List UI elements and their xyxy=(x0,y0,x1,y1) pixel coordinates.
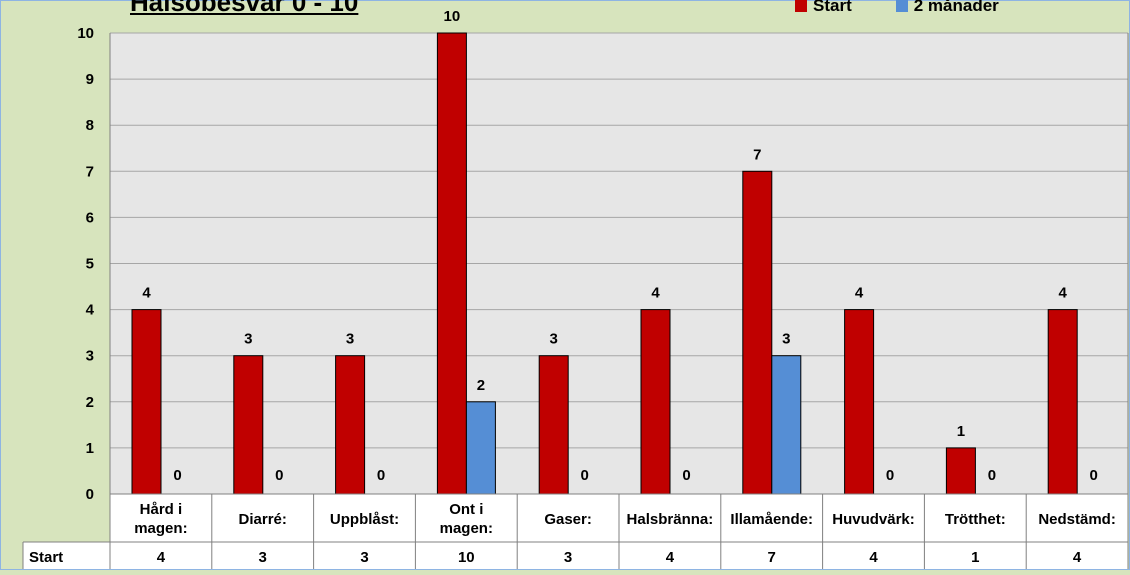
bar-start xyxy=(233,355,264,495)
data-label: 2 xyxy=(477,377,485,394)
legend: Start 2 månader xyxy=(795,0,999,16)
data-table-cell: 4 xyxy=(157,549,166,566)
legend-label-2-manader: 2 månader xyxy=(913,0,999,15)
y-tick-label: 7 xyxy=(86,163,94,180)
x-tick-label: Halsbränna: xyxy=(627,511,714,528)
bar-start xyxy=(538,355,569,495)
data-label: 7 xyxy=(753,146,761,163)
x-tick-label: Uppblåst: xyxy=(330,511,399,528)
data-label: 3 xyxy=(550,331,558,348)
x-tick-label: Nedstämd: xyxy=(1038,511,1116,528)
x-tick-label: Diarré: xyxy=(239,511,287,528)
data-label: 1 xyxy=(957,423,965,440)
data-label: 0 xyxy=(988,467,996,484)
x-tick-label: magen: xyxy=(134,520,187,537)
bar-2-manader xyxy=(465,401,496,495)
x-tick-label: Ont i xyxy=(449,501,483,518)
legend-item-start: Start xyxy=(795,0,852,16)
data-table-cell: 4 xyxy=(1073,549,1082,566)
data-label: 4 xyxy=(142,285,151,302)
data-table-cell: 3 xyxy=(259,549,267,566)
data-label: 0 xyxy=(173,467,181,484)
y-tick-label: 9 xyxy=(86,71,94,88)
x-tick-label: Hård i xyxy=(140,501,183,518)
chart-title: Hälsobesvär 0 - 10 xyxy=(130,0,359,17)
x-tick-label: magen: xyxy=(440,520,493,537)
bar-start xyxy=(335,355,366,495)
data-label: 0 xyxy=(275,467,283,484)
data-table-cell: 4 xyxy=(869,549,878,566)
data-table-cell: 10 xyxy=(458,549,475,566)
data-table-cell: 4 xyxy=(666,549,675,566)
data-label: 3 xyxy=(346,331,354,348)
data-label: 3 xyxy=(782,331,790,348)
y-tick-label: 0 xyxy=(86,486,94,503)
data-table-cell: 3 xyxy=(360,549,368,566)
legend-swatch-start xyxy=(795,0,807,12)
legend-swatch-2-manader xyxy=(895,0,908,12)
y-tick-label: 6 xyxy=(86,209,94,226)
data-label: 0 xyxy=(886,467,894,484)
y-tick-label: 10 xyxy=(77,25,94,42)
bar-start xyxy=(844,309,875,495)
y-tick-label: 1 xyxy=(86,440,94,457)
data-label: 0 xyxy=(377,467,385,484)
bar-start xyxy=(640,309,671,495)
y-tick-label: 5 xyxy=(86,256,94,273)
y-tick-label: 2 xyxy=(86,394,94,411)
bar-start xyxy=(742,170,773,495)
y-tick-label: 3 xyxy=(86,348,94,365)
data-label: 0 xyxy=(581,467,589,484)
data-table-row-label: Start xyxy=(29,549,63,566)
bar-start xyxy=(436,32,467,495)
data-label: 0 xyxy=(682,467,690,484)
legend-label-start: Start xyxy=(813,0,852,15)
y-tick-label: 4 xyxy=(86,302,95,319)
x-tick-label: Illamående: xyxy=(730,511,813,528)
data-table-cell: 3 xyxy=(564,549,572,566)
data-label: 4 xyxy=(855,285,864,302)
start-row-bg xyxy=(23,542,1128,570)
x-tick-label: Trötthet: xyxy=(945,511,1006,528)
bar-start xyxy=(945,447,976,495)
legend-item-2-manader: 2 månader xyxy=(895,0,999,16)
bar-2-manader xyxy=(771,355,802,495)
bar-start xyxy=(1047,309,1078,495)
x-tick-label: Gaser: xyxy=(544,511,592,528)
data-label: 10 xyxy=(444,8,461,25)
data-label: 3 xyxy=(244,331,252,348)
y-tick-label: 8 xyxy=(86,117,94,134)
data-table-cell: 7 xyxy=(768,549,776,566)
data-label: 4 xyxy=(651,285,660,302)
data-table-cell: 1 xyxy=(971,549,979,566)
x-tick-label: Huvudvärk: xyxy=(832,511,915,528)
data-label: 0 xyxy=(1090,467,1098,484)
data-label: 4 xyxy=(1059,285,1068,302)
bar-start xyxy=(131,309,162,495)
